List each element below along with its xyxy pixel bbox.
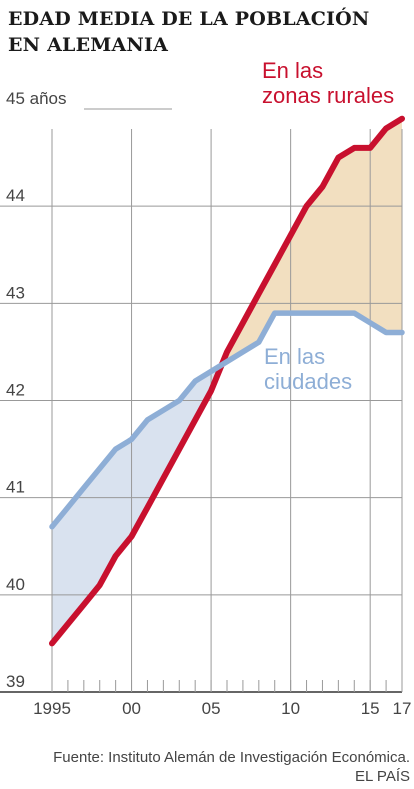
source-note: Fuente: Instituto Alemán de Investigació… xyxy=(53,748,410,786)
series-line-rural xyxy=(49,115,405,647)
y-tick-label: 41 xyxy=(6,478,25,497)
y-tick-label: 43 xyxy=(6,283,25,302)
y-tick-label: 44 xyxy=(6,186,25,205)
series-label-rural: En las zonas rurales xyxy=(262,58,394,108)
x-tick-label: 17 xyxy=(393,699,412,718)
y-tick-label: 42 xyxy=(6,381,25,400)
y-tick-label: 40 xyxy=(6,575,25,594)
x-tick-label: 15 xyxy=(361,699,380,718)
x-tick-label: 00 xyxy=(122,699,141,718)
credit-text: EL PAÍS xyxy=(354,768,410,785)
series-label-urban: En las ciudades xyxy=(264,344,352,394)
series-line-urban xyxy=(49,310,405,530)
x-tick-label: 10 xyxy=(281,699,300,718)
y-tick-label: 39 xyxy=(6,672,25,691)
source-text: Fuente: Instituto Alemán de Investigació… xyxy=(53,749,410,766)
chart-title: EDAD MEDIA DE LA POBLACIÓN EN ALEMANIA xyxy=(8,8,370,56)
x-tick-label: 05 xyxy=(202,699,221,718)
gap-area-ciudades xyxy=(52,364,222,644)
y-tick-label: 45 años xyxy=(6,89,67,108)
x-tick-label: 1995 xyxy=(33,699,71,718)
